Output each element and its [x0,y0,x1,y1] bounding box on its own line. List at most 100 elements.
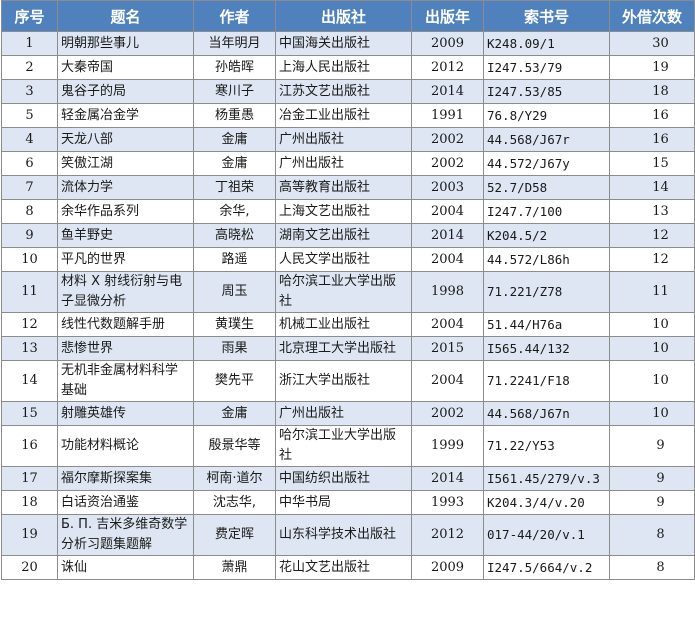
cell-author: 金庸 [193,151,276,176]
cell-call-number: K204.3/4/v.20 [483,490,610,515]
cell-title: 材料 X 射线衍射与电子显微分析 [57,271,194,313]
cell-no: 5 [1,103,58,128]
cell-title: 功能材料概论 [57,425,194,467]
cell-author: 沈志华, [193,490,276,515]
table-row: 13 悲惨世界 雨果 北京理工大学出版社 2015 I565.44/132 10 [1,336,695,361]
cell-no: 1 [1,31,58,56]
cell-author: 当年明月 [193,31,276,56]
cell-title: 明朝那些事儿 [57,31,194,56]
header-title: 题名 [57,0,194,32]
cell-call-number: 71.221/Z78 [483,271,610,313]
cell-year: 1998 [411,271,484,313]
cell-publisher: 山东科学技术出版社 [275,514,412,556]
cell-publisher: 中国海关出版社 [275,31,412,56]
table-row: 7 流体力学 丁祖荣 高等教育出版社 2003 52.7/D58 14 [1,175,695,200]
cell-call-number: 017-44/20/v.1 [483,514,610,556]
cell-loan-count: 30 [609,31,695,56]
cell-title: 线性代数题解手册 [57,312,194,337]
table-row: 11 材料 X 射线衍射与电子显微分析 周玉 哈尔滨工业大学出版社 1998 71.221… [1,271,695,313]
cell-year: 2014 [411,223,484,248]
cell-year: 2002 [411,151,484,176]
cell-no: 3 [1,79,58,104]
cell-loan-count: 15 [609,151,695,176]
cell-loan-count: 9 [609,466,695,491]
cell-publisher: 广州出版社 [275,127,412,152]
cell-author: 杨重愚 [193,103,276,128]
cell-no: 10 [1,247,58,272]
cell-author: 孙皓晖 [193,55,276,80]
table-row: 9 鱼羊野史 高晓松 湖南文艺出版社 2014 K204.5/2 12 [1,223,695,248]
table-row: 1 明朝那些事儿 当年明月 中国海关出版社 2009 K248.09/1 30 [1,31,695,56]
cell-year: 1999 [411,425,484,467]
header-call-number: 索书号 [483,0,610,32]
cell-call-number: I247.7/100 [483,199,610,224]
cell-call-number: I247.53/85 [483,79,610,104]
cell-loan-count: 13 [609,199,695,224]
cell-publisher: 哈尔滨工业大学出版社 [275,425,412,467]
cell-author: 柯南·道尔 [193,466,276,491]
cell-year: 2004 [411,199,484,224]
cell-publisher: 机械工业出版社 [275,312,412,337]
cell-loan-count: 14 [609,175,695,200]
cell-call-number: K248.09/1 [483,31,610,56]
cell-author: 雨果 [193,336,276,361]
table-row: 15 射雕英雄传 金庸 广州出版社 2002 44.568/J67n 10 [1,401,695,426]
cell-title: 大秦帝国 [57,55,194,80]
cell-no: 14 [1,360,58,402]
cell-no: 18 [1,490,58,515]
cell-publisher: 中华书局 [275,490,412,515]
cell-title: 无机非金属材料科学基础 [57,360,194,402]
cell-call-number: 44.568/J67n [483,401,610,426]
header-no: 序号 [1,0,58,32]
cell-no: 16 [1,425,58,467]
cell-no: 17 [1,466,58,491]
cell-call-number: 52.7/D58 [483,175,610,200]
cell-publisher: 湖南文艺出版社 [275,223,412,248]
cell-loan-count: 16 [609,103,695,128]
cell-no: 2 [1,55,58,80]
table-row: 8 余华作品系列 余华, 上海文艺出版社 2004 I247.7/100 13 [1,199,695,224]
cell-year: 2004 [411,247,484,272]
cell-author: 丁祖荣 [193,175,276,200]
cell-title: 诛仙 [57,555,194,580]
cell-year: 2014 [411,466,484,491]
cell-title: 福尔摩斯探案集 [57,466,194,491]
cell-title: 鬼谷子的局 [57,79,194,104]
cell-call-number: I247.53/79 [483,55,610,80]
cell-year: 2012 [411,514,484,556]
cell-year: 2014 [411,79,484,104]
cell-publisher: 花山文艺出版社 [275,555,412,580]
table-row: 17 福尔摩斯探案集 柯南·道尔 中国纺织出版社 2014 I561.45/279/v.3… [1,466,695,491]
cell-publisher: 哈尔滨工业大学出版社 [275,271,412,313]
cell-author: 殷景华等 [193,425,276,467]
cell-loan-count: 10 [609,360,695,402]
cell-call-number: 76.8/Y29 [483,103,610,128]
cell-loan-count: 8 [609,555,695,580]
table-row: 14 无机非金属材料科学基础 樊先平 浙江大学出版社 2004 71.2241/F18 10 [1,360,695,402]
cell-publisher: 高等教育出版社 [275,175,412,200]
cell-no: 12 [1,312,58,337]
cell-publisher: 广州出版社 [275,401,412,426]
cell-year: 1993 [411,490,484,515]
table-row: 19 Б. П. 吉米多维奇数学分析习题集题解 费定晖 山东科学技术出版社 2012 01… [1,514,695,556]
table-header-row: 序号 题名 作者 出版社 出版年 索书号 外借次数 [1,0,695,32]
cell-author: 萧鼎 [193,555,276,580]
table-row: 20 诛仙 萧鼎 花山文艺出版社 2009 I247.5/664/v.2 8 [1,555,695,580]
table-row: 18 白话资治通鉴 沈志华, 中华书局 1993 K204.3/4/v.20 9 [1,490,695,515]
cell-loan-count: 19 [609,55,695,80]
cell-year: 2009 [411,31,484,56]
cell-call-number: 71.22/Y53 [483,425,610,467]
cell-no: 19 [1,514,58,556]
cell-year: 2004 [411,312,484,337]
cell-year: 2012 [411,55,484,80]
cell-year: 2004 [411,360,484,402]
cell-title: 天龙八部 [57,127,194,152]
cell-call-number: I247.5/664/v.2 [483,555,610,580]
table-row: 6 笑傲江湖 金庸 广州出版社 2002 44.572/J67y 15 [1,151,695,176]
cell-no: 11 [1,271,58,313]
cell-loan-count: 12 [609,247,695,272]
table-row: 10 平凡的世界 路遥 人民文学出版社 2004 44.572/L86h 12 [1,247,695,272]
cell-title: 余华作品系列 [57,199,194,224]
cell-no: 20 [1,555,58,580]
cell-publisher: 上海人民出版社 [275,55,412,80]
